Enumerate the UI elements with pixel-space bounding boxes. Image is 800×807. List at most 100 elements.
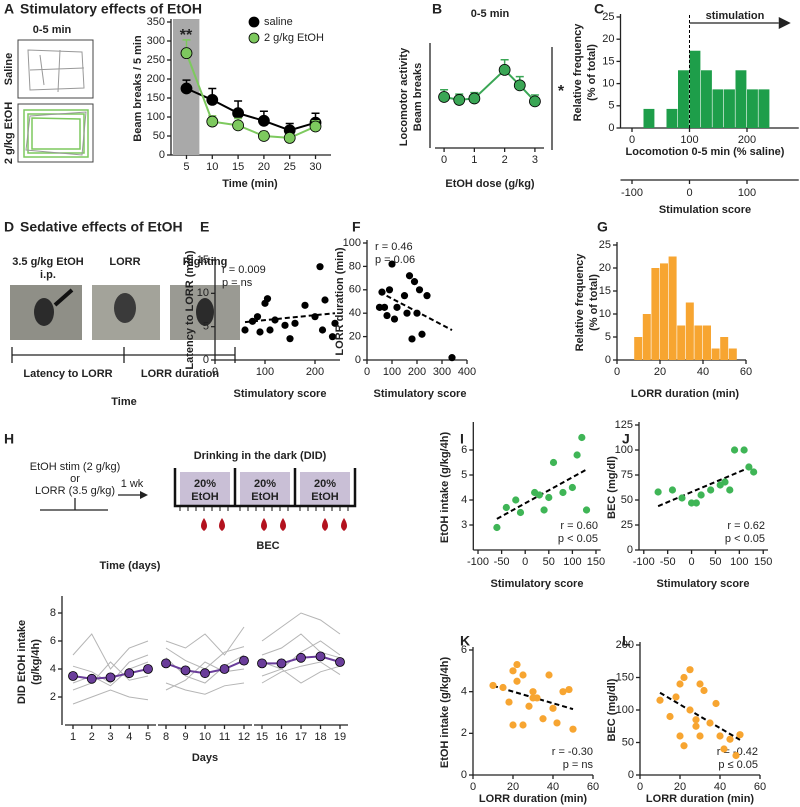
annotation: r = 0.62: [727, 520, 765, 532]
data-point: [513, 660, 521, 669]
y-tick-label: 25: [599, 239, 611, 251]
x-tick-label: 11: [219, 731, 230, 743]
data-point: [331, 319, 339, 327]
y-tick-label: 0: [355, 354, 361, 366]
track: [25, 111, 87, 156]
y-tick-label: 60: [349, 284, 361, 296]
y-tick-label: 20: [599, 262, 611, 274]
bar: [660, 263, 668, 360]
bar: [678, 70, 689, 128]
bar: [758, 89, 770, 128]
data-point: [568, 483, 576, 492]
data-point: [672, 693, 680, 701]
x-tick-label: 9: [182, 731, 188, 743]
trend-line: [244, 312, 336, 324]
data-point: [180, 82, 193, 95]
data-point: [438, 91, 450, 103]
x-tick-label: 0: [688, 556, 694, 568]
data-point: [678, 494, 686, 502]
x-axis-label: LORR duration (min): [631, 388, 739, 400]
data-point: [393, 303, 401, 311]
x-axis-label: Stimulatory score: [374, 388, 467, 400]
annotation: *: [558, 83, 565, 100]
x2-axis-label: Stimulation score: [659, 204, 751, 216]
x-tick-label: 20: [654, 366, 666, 378]
annotation: r = 0.60: [560, 520, 598, 532]
data-point: [730, 446, 739, 454]
data-point: [692, 499, 700, 507]
axis-label: Time: [111, 396, 136, 408]
hour-ticks: [179, 506, 349, 511]
y-axis-label: Relative frequency: [574, 253, 586, 352]
x2-tick-label: -100: [621, 187, 643, 199]
data-point: [315, 651, 326, 662]
panel-a-images: 0-5 min Saline 2 g/kg EtOH: [3, 24, 94, 164]
x-tick-label: 50: [543, 556, 555, 568]
series-line: [72, 665, 341, 705]
data-point: [578, 433, 586, 442]
treatment: LORR (3.5 g/kg): [35, 485, 115, 497]
blood-drops: [201, 518, 347, 531]
trend-line: [657, 464, 755, 508]
step-label: Righting: [183, 256, 228, 268]
x-tick-label: 200: [738, 134, 756, 146]
y-axis-label: EtOH intake (g/kg/4h): [439, 432, 451, 544]
bar: [666, 108, 678, 128]
data-point: [656, 696, 664, 704]
data-point: [378, 288, 386, 296]
data-point: [697, 491, 705, 499]
data-point: [686, 706, 694, 714]
x-tick-label: 0: [470, 781, 476, 793]
data-point: [509, 667, 517, 675]
session: [180, 472, 230, 506]
image-label: 0-5 min: [33, 24, 72, 36]
data-point: [535, 491, 543, 499]
panel-letter: L: [622, 633, 631, 649]
x-tick-label: 150: [754, 556, 772, 568]
legend-label: saline: [264, 16, 293, 28]
y-tick-label: 5: [203, 321, 209, 333]
panel-letter: F: [352, 219, 361, 235]
y-tick-label: 125: [615, 419, 633, 431]
legend-marker: [248, 16, 260, 28]
bar: [747, 89, 758, 128]
x-tick-label: 25: [284, 161, 296, 173]
annotation: p < 0.05: [558, 533, 598, 545]
x-tick-label: 40: [697, 366, 709, 378]
x-tick-label: 15: [256, 731, 268, 743]
annotation: r = 0.009: [222, 264, 266, 276]
data-point: [569, 725, 577, 733]
panel-letter: D: [4, 219, 14, 235]
data-point: [206, 94, 219, 106]
x-axis-label: Stimulatory score: [234, 388, 327, 400]
y-tick-label: 20: [349, 331, 361, 343]
x-tick-label: 18: [314, 731, 326, 743]
gap-label: 1 wk: [121, 478, 144, 490]
y-tick-label: 0: [159, 149, 165, 161]
y-axis-label: (% of total): [586, 44, 598, 101]
annotation: r = -0.30: [552, 746, 593, 758]
x-tick-label: 10: [199, 731, 211, 743]
y-tick-label: 50: [622, 736, 634, 748]
session-label: EtOH: [191, 491, 219, 503]
subtitle: 0-5 min: [471, 8, 510, 20]
y-tick-label: 250: [147, 54, 165, 66]
x-tick-label: -100: [633, 556, 655, 568]
data-point: [321, 296, 329, 304]
x-tick-label: 100: [680, 134, 698, 146]
y-tick-label: 100: [343, 237, 361, 249]
y-tick-label: 6: [461, 644, 467, 656]
x-tick-label: 5: [145, 731, 151, 743]
data-point: [161, 658, 171, 669]
data-point: [248, 317, 257, 325]
y-tick-label: 0: [628, 769, 634, 781]
data-point: [405, 272, 414, 280]
data-point: [712, 699, 720, 708]
x-tick-label: 300: [433, 366, 451, 378]
data-point: [219, 664, 230, 674]
y-tick-label: 2: [461, 727, 467, 739]
data-point: [666, 712, 674, 721]
data-point: [686, 666, 694, 674]
x-tick-label: 0: [364, 366, 370, 378]
data-point: [512, 496, 520, 504]
